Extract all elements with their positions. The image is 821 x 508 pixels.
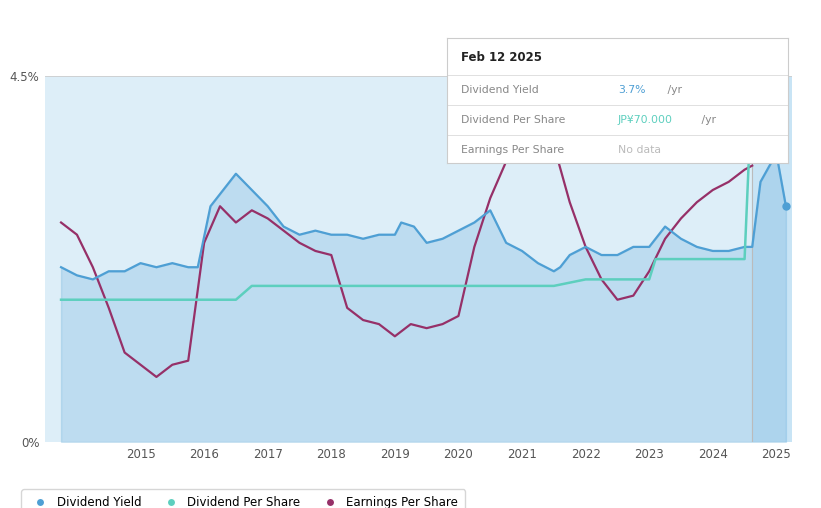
Text: Feb 12 2025: Feb 12 2025: [461, 50, 542, 64]
Text: Dividend Per Share: Dividend Per Share: [461, 115, 566, 125]
Legend: Dividend Yield, Dividend Per Share, Earnings Per Share: Dividend Yield, Dividend Per Share, Earn…: [21, 489, 466, 508]
Bar: [752, 76, 805, 442]
Text: Earnings Per Share: Earnings Per Share: [461, 145, 564, 155]
Text: JP¥70.000: JP¥70.000: [618, 115, 672, 125]
Text: Past: Past: [754, 88, 779, 102]
Text: /yr: /yr: [664, 85, 681, 96]
Text: /yr: /yr: [698, 115, 716, 125]
Text: Dividend Yield: Dividend Yield: [461, 85, 539, 96]
Text: No data: No data: [618, 145, 661, 155]
Text: 3.7%: 3.7%: [618, 85, 645, 96]
